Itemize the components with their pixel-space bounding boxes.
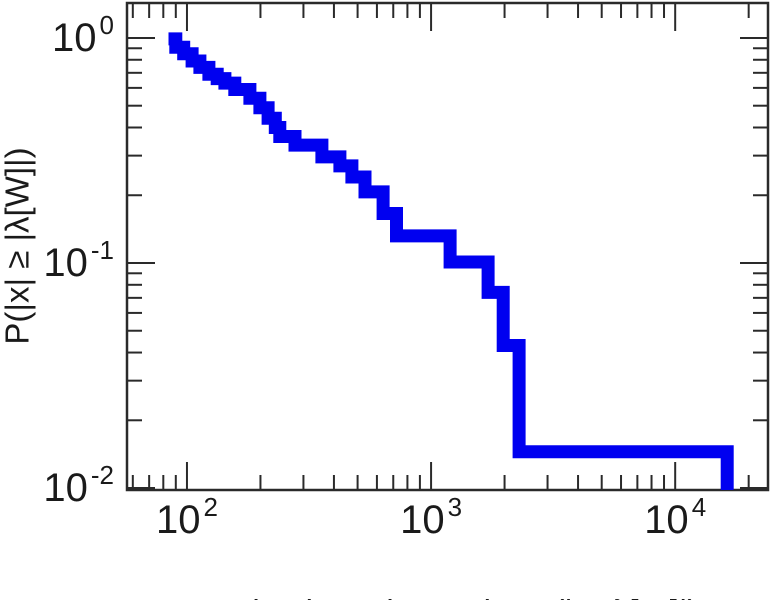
x-axis-label-math: λ[W]|) (613, 593, 699, 600)
x-axis-label-prefix: Absolute eigenvalues (| (230, 593, 572, 600)
x-tick-label-exponent: 3 (447, 492, 463, 522)
x-tick-label-base: 10 (400, 498, 445, 542)
x-axis-label: Absolute eigenvalues (| λ[W]|) (196, 562, 699, 600)
x-tick-label: 10 2 (155, 494, 218, 542)
x-tick-label-exponent: 4 (691, 492, 707, 522)
y-tick-label: 10 -2 (43, 462, 114, 511)
x-tick-label: 10 3 (400, 494, 462, 542)
y-tick-label-exponent: -1 (90, 234, 114, 265)
y-tick-label-base: 10 (52, 15, 97, 60)
y-tick-label: 10 -1 (43, 237, 114, 285)
y-axis-label: P(|x| ≥ |λ[W]|) (0, 147, 36, 345)
x-tick-label-exponent: 2 (203, 492, 218, 522)
y-tick-label-base: 10 (43, 240, 88, 285)
x-tick-label-base: 10 (155, 498, 201, 542)
x-tick-label-base: 10 (644, 498, 689, 542)
y-tick-label-exponent: -2 (90, 460, 114, 491)
y-tick-label-exponent: 0 (99, 9, 114, 40)
plot-frame (125, 1, 770, 492)
y-tick-label: 10 0 (52, 12, 114, 60)
x-tick-label: 10 4 (644, 494, 706, 542)
y-tick-label-base: 10 (43, 466, 88, 511)
ccdf-step-curve (168, 32, 734, 490)
